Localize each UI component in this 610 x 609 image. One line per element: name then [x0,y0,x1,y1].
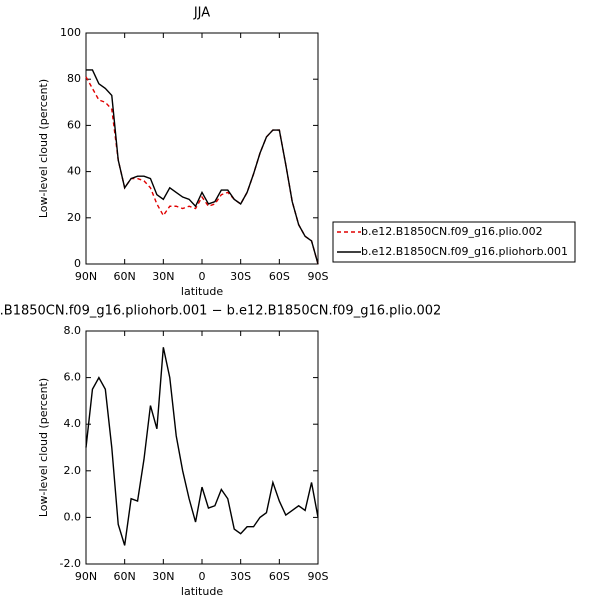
y-tick-label: 0 [74,257,81,270]
y-axis-label: Low-level cloud (percent) [37,79,50,218]
x-tick-label: 90S [308,570,329,583]
x-tick-label: 30N [152,570,174,583]
y-tick-label: 4.0 [64,417,82,430]
x-tick-label: 60N [114,270,136,283]
plot-frame [85,330,319,565]
panel-title: JJA [193,6,210,21]
y-tick-label: 6.0 [64,371,82,384]
y-tick-label: 80 [67,72,81,85]
data-line [85,347,319,546]
y-axis-label: Low-level cloud (percent) [37,378,50,517]
x-tick-label: 60S [269,270,290,283]
x-tick-label: 90N [75,570,97,583]
legend-box [332,221,576,263]
x-tick-label: 60S [269,570,290,583]
x-axis-label: latitude [181,585,223,598]
y-tick-label: 20 [67,211,81,224]
y-tick-label: 0.0 [64,510,82,523]
x-tick-label: 90N [75,270,97,283]
y-tick-label: 100 [60,26,81,39]
x-tick-label: 0 [199,570,206,583]
x-tick-label: 30N [152,270,174,283]
x-tick-label: 0 [199,270,206,283]
y-tick-label: -2.0 [60,557,81,570]
y-tick-label: 2.0 [64,464,82,477]
y-tick-label: 40 [67,165,81,178]
y-tick-label: 60 [67,118,81,131]
panel-title: b.e12.B1850CN.f09_g16.pliohorb.001 − b.e… [0,304,441,319]
x-axis-label: latitude [181,285,223,298]
x-tick-label: 90S [308,270,329,283]
x-tick-label: 30S [230,570,251,583]
x-tick-label: 30S [230,270,251,283]
legend-label: b.e12.B1850CN.f09_g16.pliohorb.001 [361,245,568,258]
legend-label: b.e12.B1850CN.f09_g16.plio.002 [361,225,543,238]
data-line [86,69,319,265]
y-tick-label: 8.0 [64,324,82,337]
x-tick-label: 60N [114,570,136,583]
